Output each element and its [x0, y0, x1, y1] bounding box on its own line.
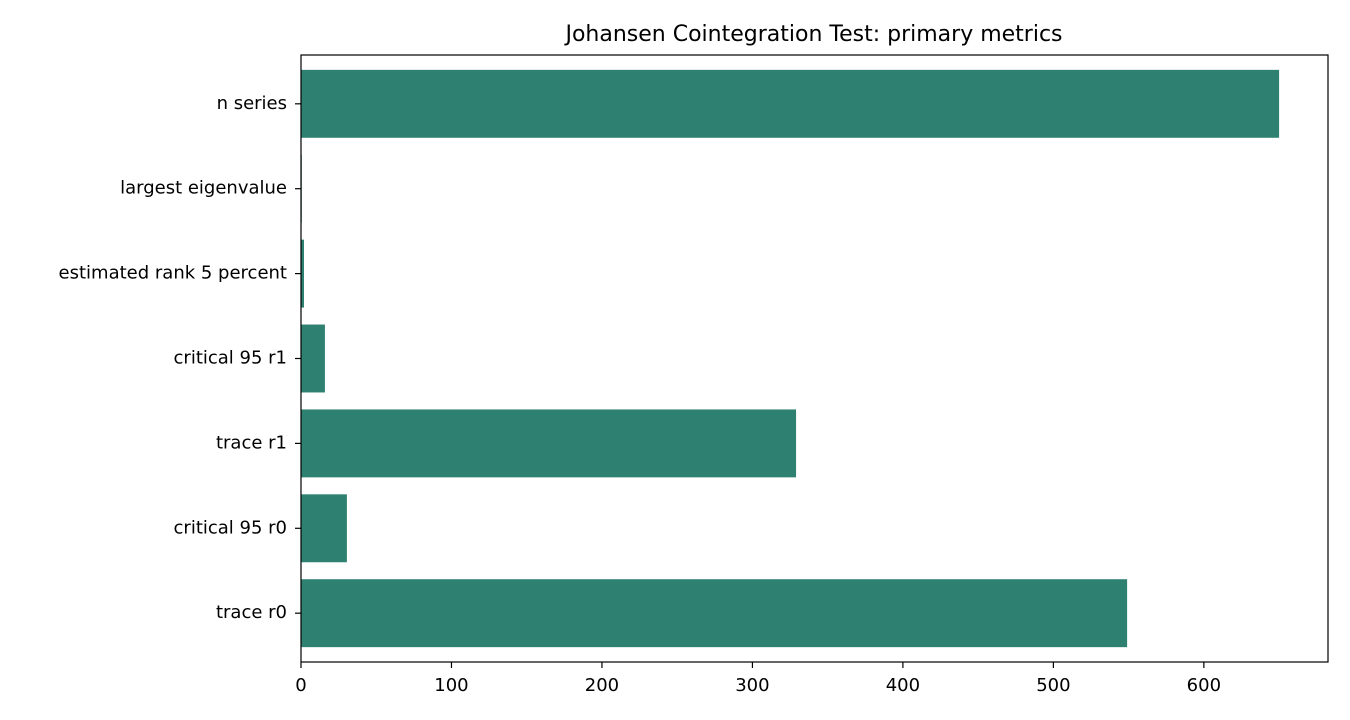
- y-tick-label: estimated rank 5 percent: [59, 263, 287, 284]
- x-tick-label: 300: [735, 675, 769, 696]
- y-tick-label: trace r1: [216, 432, 287, 453]
- bar: [301, 409, 797, 478]
- x-tick-label: 600: [1187, 675, 1221, 696]
- x-tick-label: 400: [886, 675, 920, 696]
- y-tick-label: critical 95 r0: [174, 517, 287, 538]
- y-tick-label: largest eigenvalue: [120, 178, 287, 199]
- bar: [301, 69, 1280, 138]
- bar: [301, 494, 347, 563]
- y-tick-label: critical 95 r1: [174, 348, 287, 369]
- bar: [301, 324, 325, 393]
- x-tick-label: 200: [585, 675, 619, 696]
- x-tick-label: 100: [434, 675, 468, 696]
- y-tick-label: n series: [217, 93, 287, 114]
- plot-frame: [300, 54, 1329, 663]
- x-tick-label: 500: [1036, 675, 1070, 696]
- chart-title: Johansen Cointegration Test: primary met…: [563, 22, 1062, 47]
- bar: [301, 579, 1128, 648]
- bar: [301, 239, 305, 308]
- y-tick-label: trace r0: [216, 602, 287, 623]
- x-tick-label: 0: [295, 675, 306, 696]
